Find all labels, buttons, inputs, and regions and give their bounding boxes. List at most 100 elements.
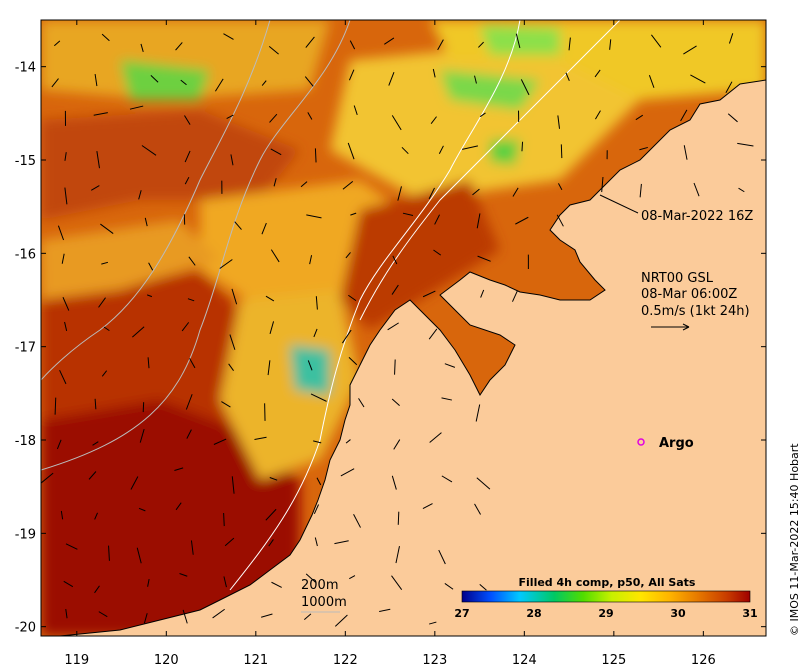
current-vector <box>430 116 437 124</box>
current-vector <box>187 298 195 302</box>
current-vector <box>130 476 139 490</box>
lat-tick-label: -15 <box>15 154 36 169</box>
current-vector <box>391 575 403 591</box>
depth-1000-label: 1000m <box>301 595 347 610</box>
plot-frame <box>40 19 767 637</box>
colorbar-tick-label: 30 <box>670 607 686 620</box>
lat-tick-label: -19 <box>15 527 36 542</box>
argo-float-marker[interactable] <box>637 438 645 446</box>
current-vector <box>394 359 396 375</box>
current-vector <box>271 581 282 588</box>
current-vector <box>422 503 433 510</box>
current-vector <box>140 43 144 52</box>
current-vector <box>212 608 225 619</box>
scale-arrow <box>651 323 690 331</box>
current-vector <box>348 357 358 366</box>
current-vector <box>190 540 194 555</box>
current-vector <box>480 289 485 298</box>
current-vector <box>189 358 196 369</box>
lon-tick-label: 119 <box>64 653 89 668</box>
current-vector <box>557 115 561 129</box>
current-vector <box>350 212 357 216</box>
current-vector <box>98 297 106 308</box>
current-vector <box>397 511 400 525</box>
current-vector <box>379 608 391 613</box>
current-vector <box>213 438 227 445</box>
current-vector <box>479 584 487 591</box>
current-vector <box>261 222 267 235</box>
current-vector <box>683 45 697 55</box>
current-vector <box>314 148 317 163</box>
lon-tick-label: 121 <box>243 653 268 668</box>
current-vectors <box>41 33 754 627</box>
current-vector <box>228 363 234 371</box>
current-vector <box>472 188 480 196</box>
current-vector <box>254 436 267 440</box>
current-vector <box>223 576 227 588</box>
current-vector <box>348 69 355 81</box>
current-vector <box>315 296 318 310</box>
current-vector <box>139 429 145 443</box>
current-vector <box>437 39 444 51</box>
current-vector <box>269 321 275 334</box>
current-vector <box>270 148 282 156</box>
current-vector <box>393 439 401 450</box>
current-vector <box>479 112 486 118</box>
current-vector <box>138 190 142 200</box>
current-vector <box>728 33 734 44</box>
current-vector <box>41 472 54 484</box>
current-vector <box>680 109 688 122</box>
current-vector <box>391 475 397 490</box>
colorbar-ticks: 27 28 29 30 31 <box>454 607 757 620</box>
current-vector <box>345 439 351 444</box>
lat-tick-label: -17 <box>15 341 36 356</box>
current-vector <box>148 262 154 271</box>
current-vector <box>305 36 315 48</box>
lon-tick-label: 123 <box>422 653 447 668</box>
current-vector <box>512 187 519 197</box>
current-vector <box>267 360 271 376</box>
current-vector <box>223 33 234 40</box>
current-vector <box>316 477 322 486</box>
current-vector <box>341 329 352 344</box>
current-vector <box>438 145 444 154</box>
current-vector <box>556 214 564 227</box>
current-vector <box>147 357 150 369</box>
current-vector <box>214 78 224 92</box>
current-vector <box>349 575 356 580</box>
current-vector <box>639 146 648 151</box>
current-vector <box>429 432 442 443</box>
current-vector <box>515 216 529 225</box>
current-vector <box>434 214 441 225</box>
colorbar-gradient <box>461 590 751 603</box>
current-vector <box>474 503 481 515</box>
colorbar-tick-label: 27 <box>454 607 469 620</box>
colorbar-tick-label: 29 <box>598 607 613 620</box>
current-vector <box>474 75 477 84</box>
current-vector <box>512 290 518 302</box>
current-vector <box>90 185 100 191</box>
current-vector <box>476 213 481 229</box>
argo-label: Argo <box>659 436 694 451</box>
current-vector <box>180 79 187 86</box>
map-plot-area <box>41 20 766 636</box>
current-vector <box>725 81 733 93</box>
depth-200-label: 200m <box>301 578 338 593</box>
current-vector <box>388 72 395 86</box>
current-vector <box>92 441 99 446</box>
current-vector <box>224 537 235 547</box>
current-vector <box>353 105 358 116</box>
current-vector <box>269 113 278 123</box>
current-vector <box>261 80 267 86</box>
current-vector <box>59 369 67 385</box>
current-vector <box>401 146 409 155</box>
current-vector <box>65 543 78 550</box>
current-vector <box>129 105 144 110</box>
current-vector <box>422 290 436 298</box>
lat-tick-label: -20 <box>15 621 36 636</box>
current-vector <box>384 37 395 45</box>
current-vector <box>340 468 355 477</box>
current-vector <box>635 114 644 121</box>
current-vector <box>63 580 74 588</box>
current-vector <box>738 187 745 193</box>
